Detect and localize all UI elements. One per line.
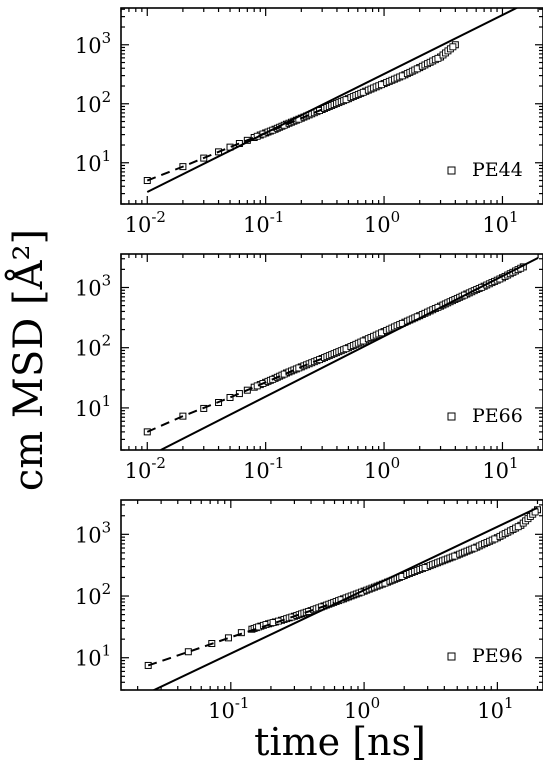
y-tick-label-mantissa: 10	[75, 523, 102, 547]
x-tick-label: 10-2	[125, 454, 166, 483]
plot-area	[143, 8, 519, 193]
power-law-line	[146, 8, 519, 193]
x-tick-label: 100	[364, 208, 400, 237]
x-tick-label-exponent: 0	[391, 454, 401, 472]
x-tick-label: 10-2	[125, 208, 166, 237]
x-tick-label-mantissa: 10	[482, 459, 509, 483]
x-tick-label-exponent: -1	[235, 694, 250, 712]
x-tick-label: 100	[364, 454, 400, 483]
x-tick-label-mantissa: 10	[208, 699, 235, 723]
x-tick-label: 10-1	[243, 208, 284, 237]
data-point	[449, 43, 457, 51]
y-tick-label: 103	[75, 518, 111, 547]
x-tick-label: 10-1	[243, 454, 284, 483]
y-tick-label-mantissa: 10	[75, 34, 102, 58]
data-point	[184, 648, 192, 656]
plot-frame	[120, 499, 543, 691]
x-tick-label-mantissa: 10	[344, 699, 371, 723]
x-tick-label: 101	[482, 208, 518, 237]
y-tick-label-exponent: 3	[102, 29, 112, 47]
y-tick-label-exponent: 1	[102, 147, 112, 165]
x-tick-label-exponent: 0	[371, 694, 381, 712]
power-law-line	[151, 506, 538, 690]
x-tick-label-exponent: -2	[151, 454, 166, 472]
x-tick-label-exponent: 1	[509, 208, 519, 226]
x-tick-label: 100	[344, 694, 380, 723]
y-tick-label-exponent: 3	[102, 518, 112, 536]
data-point	[237, 629, 245, 637]
y-tick-label-exponent: 1	[102, 642, 112, 660]
x-tick-label-mantissa: 10	[364, 213, 391, 237]
y-tick-label: 103	[75, 271, 111, 300]
y-tick-label: 101	[75, 147, 111, 176]
x-tick-label: 101	[482, 454, 518, 483]
dashed-fit-line	[146, 108, 323, 182]
x-tick-label-mantissa: 10	[125, 459, 152, 483]
legend-label: PE66	[472, 405, 523, 427]
legend-marker	[447, 652, 456, 661]
y-axis-label: cm MSD [Å²]	[5, 229, 52, 491]
y-tick-label-mantissa: 10	[75, 585, 102, 609]
x-tick-label-exponent: -1	[270, 208, 285, 226]
legend-label: PE44	[472, 159, 523, 181]
data-point	[514, 523, 522, 531]
y-tick-label-exponent: 2	[102, 580, 112, 598]
data-point	[235, 390, 243, 398]
y-tick-label: 101	[75, 642, 111, 671]
y-tick-label-mantissa: 10	[75, 397, 102, 421]
power-law-line	[160, 257, 539, 450]
dashed-fit-line	[146, 357, 323, 433]
x-tick-label-mantissa: 10	[243, 459, 270, 483]
plot-frame	[120, 253, 543, 451]
x-tick-label-exponent: 0	[391, 208, 401, 226]
y-tick-label: 103	[75, 29, 111, 58]
dashed-fit-line	[147, 601, 335, 667]
x-tick-label-mantissa: 10	[482, 213, 509, 237]
y-tick-label: 101	[75, 392, 111, 421]
plot-area	[144, 506, 541, 690]
y-tick-label: 102	[75, 580, 111, 609]
y-tick-label-mantissa: 10	[75, 647, 102, 671]
plot-area	[143, 257, 539, 450]
legend-marker	[447, 412, 456, 421]
data-point	[224, 634, 232, 642]
y-tick-label-mantissa: 10	[75, 276, 102, 300]
y-tick-label-exponent: 2	[102, 332, 112, 350]
y-tick-label-exponent: 1	[102, 392, 112, 410]
x-tick-label-mantissa: 10	[477, 699, 504, 723]
x-tick-label-mantissa: 10	[243, 213, 270, 237]
x-tick-label: 101	[477, 694, 513, 723]
x-tick-label-exponent: 1	[509, 454, 519, 472]
legend-label: PE96	[472, 645, 523, 667]
x-axis-label: time [ns]	[254, 720, 426, 762]
x-tick-label-exponent: -2	[151, 208, 166, 226]
y-tick-label: 102	[75, 332, 111, 361]
y-tick-label-exponent: 2	[102, 88, 112, 106]
y-tick-label-exponent: 3	[102, 271, 112, 289]
y-tick-label: 102	[75, 88, 111, 117]
y-tick-label-mantissa: 10	[75, 152, 102, 176]
x-tick-label: 10-1	[208, 694, 249, 723]
legend-marker	[447, 166, 456, 175]
y-tick-label-mantissa: 10	[75, 337, 102, 361]
y-tick-label-mantissa: 10	[75, 93, 102, 117]
x-tick-label-exponent: 1	[504, 694, 514, 712]
x-tick-label-mantissa: 10	[364, 459, 391, 483]
x-tick-label-mantissa: 10	[125, 213, 152, 237]
data-point	[226, 393, 234, 401]
x-tick-label-exponent: -1	[270, 454, 285, 472]
